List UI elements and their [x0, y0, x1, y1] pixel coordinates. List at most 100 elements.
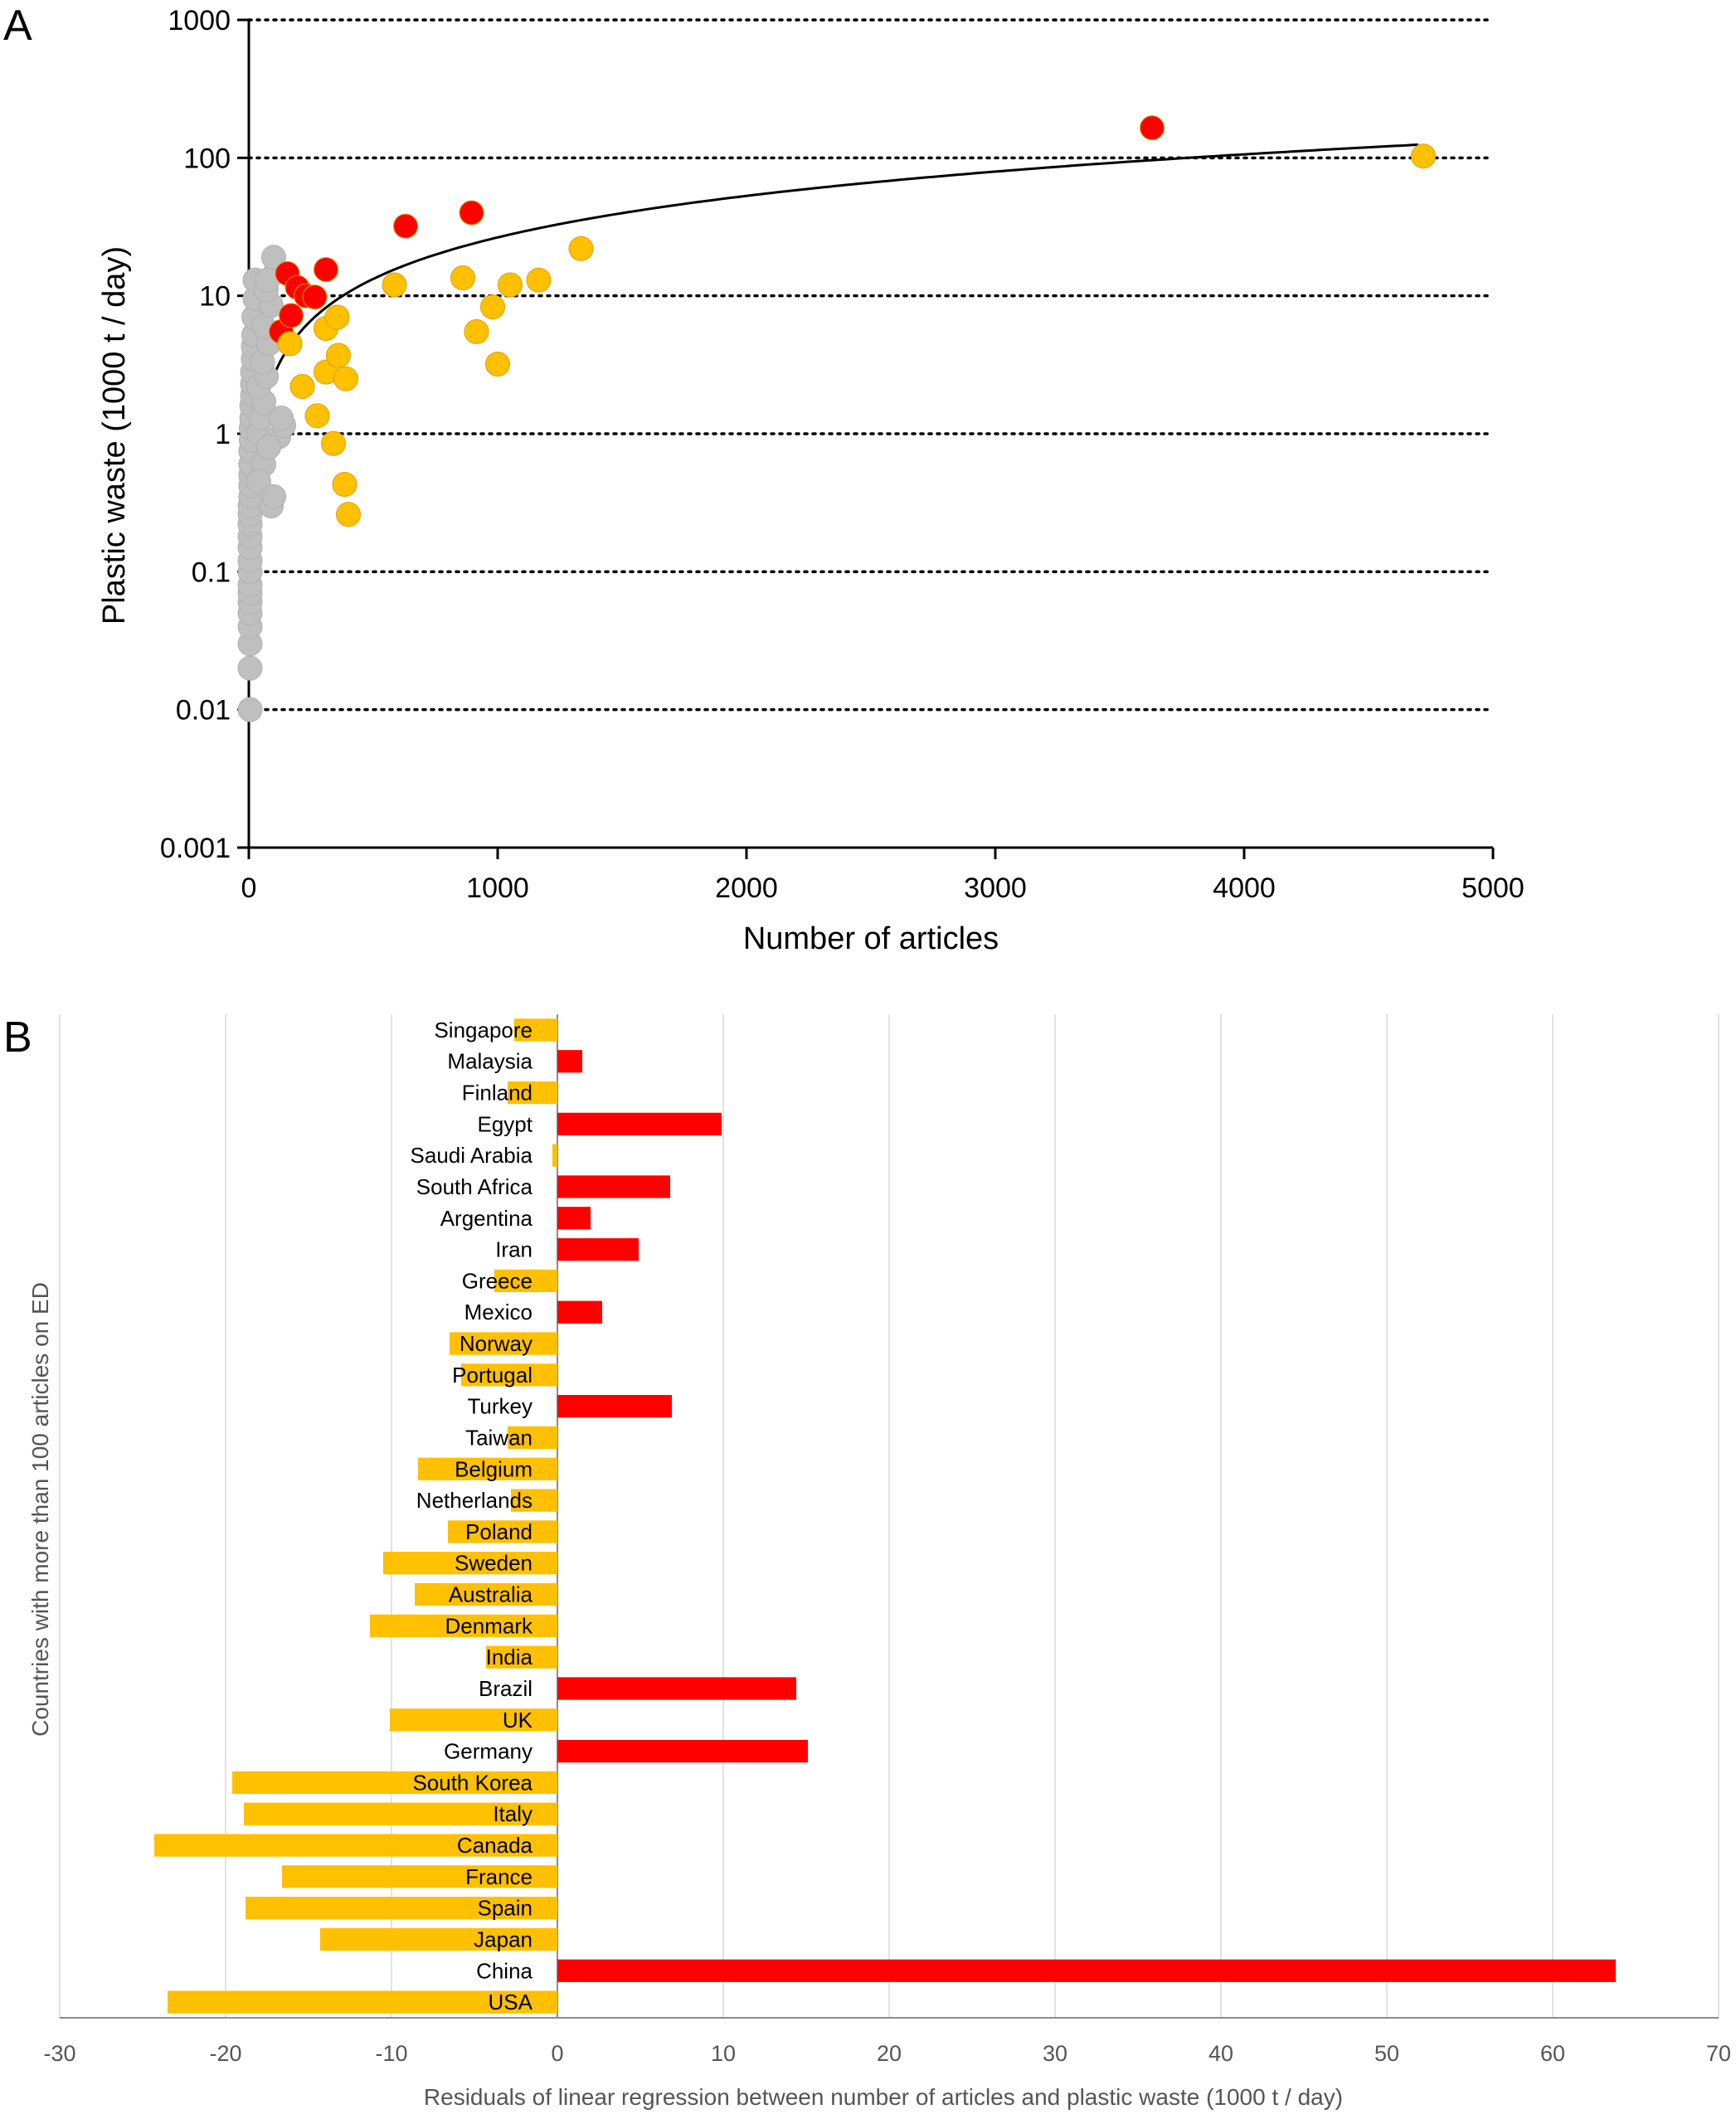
a-y-tick-labels: 0.001 0.01 0.1 1 10 100 1000: [160, 5, 231, 864]
b-bar: [511, 1489, 557, 1512]
a-points: [237, 115, 1436, 722]
a-point-gray: [237, 655, 263, 681]
b-bar: [557, 1959, 1616, 1982]
a-point-yellow: [333, 366, 358, 391]
b-category-label: Germany: [444, 1739, 532, 1764]
a-x-tick-labels: 0 1000 2000 3000 4000 5000: [241, 872, 1524, 904]
b-x-tick-label: 0: [551, 2041, 563, 2066]
b-bar: [557, 1112, 722, 1135]
a-y-tick-label: 100: [183, 143, 231, 174]
a-point-yellow: [304, 403, 330, 429]
b-category-label: Italy: [493, 1801, 532, 1826]
b-category-label: Turkey: [468, 1394, 533, 1419]
b-category-label: Argentina: [440, 1206, 533, 1231]
a-point-yellow: [450, 265, 475, 290]
b-bar: [557, 1739, 808, 1763]
b-category-label: Japan: [474, 1927, 532, 1951]
b-bar: [168, 1990, 557, 2014]
a-point-yellow: [382, 272, 407, 298]
b-x-tick-label: 20: [877, 2041, 902, 2066]
b-x-tick-label: 50: [1374, 2041, 1399, 2066]
b-bar: [383, 1552, 557, 1575]
panel-b: B Singapore Malaysia Finland Egypt Saudi Ara…: [3, 1013, 1731, 2110]
b-category-label: South Africa: [416, 1174, 533, 1199]
a-y-axis-label: Plastic waste (1000 t / day): [97, 246, 132, 624]
b-bar: [486, 1645, 557, 1669]
b-bar: [557, 1677, 796, 1700]
a-y-tick-label: 1: [215, 419, 231, 450]
b-x-tick-label: 40: [1208, 2041, 1233, 2066]
b-category-label: Netherlands: [416, 1488, 532, 1513]
a-point-gray: [246, 469, 271, 494]
a-y-tick-label: 10: [199, 281, 231, 313]
b-category-label: Belgium: [455, 1456, 532, 1481]
a-point-red: [314, 257, 338, 283]
a-point-yellow: [321, 430, 346, 456]
b-bar: [557, 1237, 639, 1261]
a-point-yellow: [480, 294, 505, 320]
a-point-yellow: [277, 331, 303, 357]
a-point-yellow: [289, 374, 315, 400]
b-category-label: Portugal: [452, 1363, 532, 1387]
b-bar: [557, 1207, 591, 1230]
b-y-axis-label: Countries with more than 100 articles on…: [27, 1282, 53, 1737]
b-category-label: Poland: [465, 1519, 532, 1544]
a-point-yellow: [332, 471, 357, 497]
b-bar: [450, 1332, 557, 1355]
b-category-label: Brazil: [479, 1676, 532, 1701]
b-category-label: Australia: [449, 1582, 533, 1607]
b-bar: [415, 1582, 557, 1606]
b-bar: [448, 1520, 557, 1543]
b-bar: [461, 1363, 557, 1387]
b-bar: [154, 1834, 557, 1857]
a-point-yellow: [498, 272, 523, 298]
a-x-tick-label: 5000: [1461, 872, 1524, 904]
b-bar: [282, 1865, 557, 1888]
b-category-label: UK: [503, 1708, 533, 1733]
b-bar: [557, 1300, 602, 1324]
b-category-label: Malaysia: [447, 1049, 532, 1074]
b-category-label: Canada: [457, 1833, 533, 1858]
b-category-label: Taiwan: [465, 1425, 532, 1450]
a-x-axis-label: Number of articles: [743, 921, 999, 956]
a-point-red: [279, 303, 304, 328]
b-category-labels: Singapore Malaysia Finland Egypt Saudi Arabi…: [411, 1018, 533, 2014]
a-point-yellow: [568, 236, 594, 261]
a-point-yellow: [526, 267, 552, 293]
a-gridlines: [247, 18, 1495, 712]
a-point-red: [459, 200, 484, 226]
b-bar: [390, 1708, 557, 1732]
a-point-yellow: [485, 351, 510, 377]
a-point-red: [302, 284, 328, 310]
b-category-label: South Korea: [412, 1770, 532, 1795]
a-point-yellow: [326, 343, 351, 368]
b-x-tick-label: 70: [1706, 2041, 1731, 2066]
b-bar: [557, 1175, 670, 1198]
a-x-tick-label: 2000: [715, 872, 778, 904]
b-bar: [370, 1614, 557, 1637]
b-bar: [557, 1395, 672, 1418]
b-bar: [514, 1018, 557, 1042]
b-category-label: Iran: [495, 1237, 532, 1262]
a-point-red: [1140, 115, 1165, 141]
a-point-gray: [237, 697, 263, 722]
b-x-tick-label: 60: [1540, 2041, 1565, 2066]
b-bar: [232, 1771, 557, 1795]
b-bar: [508, 1426, 557, 1450]
a-x-tick-label: 3000: [964, 872, 1027, 904]
b-category-label: India: [486, 1645, 533, 1669]
b-category-label: USA: [489, 1990, 533, 2014]
b-x-tick-label: -30: [43, 2041, 75, 2066]
a-fit-line-group: [262, 143, 1419, 406]
b-x-tick-label: -20: [209, 2041, 241, 2066]
b-category-label: Saudi Arabia: [411, 1143, 533, 1168]
a-x-tick-label: 1000: [466, 872, 529, 904]
a-y-tick-label: 1000: [168, 5, 231, 36]
b-category-label: Norway: [460, 1331, 532, 1356]
panel-a: A 0.001 0.01 0.1 1 10 100 1000 0 1000 2000 3000 40…: [3, 2, 1524, 956]
a-x-tick-label: 4000: [1213, 872, 1276, 904]
b-x-tick-labels: -30 -20 -10 0 10 20 30 40 50 60 70: [43, 2041, 1731, 2066]
b-category-label: Spain: [478, 1896, 533, 1921]
a-axes: [237, 18, 1495, 859]
